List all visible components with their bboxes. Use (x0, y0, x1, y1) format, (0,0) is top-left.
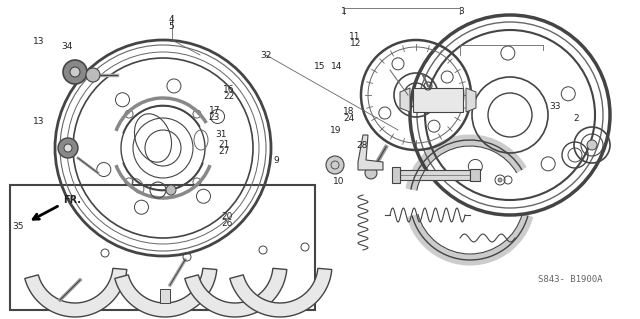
Polygon shape (115, 268, 217, 317)
Text: 24: 24 (343, 114, 355, 123)
Bar (10, 185, 315, 310)
Text: 10: 10 (333, 177, 345, 186)
Text: 9: 9 (274, 156, 279, 165)
Polygon shape (400, 88, 410, 112)
Text: 31: 31 (215, 130, 227, 139)
Text: S843- B1900A: S843- B1900A (538, 276, 602, 285)
Text: 19: 19 (330, 126, 342, 135)
Circle shape (365, 167, 377, 179)
Polygon shape (230, 268, 332, 317)
Text: 5: 5 (169, 22, 174, 31)
Text: 11: 11 (349, 32, 361, 41)
Bar (470, 169, 480, 181)
Text: 23: 23 (209, 113, 220, 122)
Text: 3: 3 (458, 7, 463, 16)
Text: 26: 26 (221, 219, 233, 228)
Bar (160, 289, 170, 303)
Bar (392, 167, 400, 183)
Polygon shape (358, 135, 383, 170)
Text: 32: 32 (260, 51, 271, 60)
Text: 33: 33 (550, 102, 561, 111)
Polygon shape (25, 268, 127, 317)
Text: 34: 34 (61, 42, 73, 51)
Text: FR.: FR. (63, 195, 81, 205)
Text: 21: 21 (218, 140, 230, 149)
Text: 35: 35 (12, 222, 24, 231)
Text: 2: 2 (573, 114, 579, 123)
Circle shape (58, 138, 78, 158)
Circle shape (70, 67, 80, 77)
Circle shape (63, 60, 87, 84)
Bar (413, 88, 463, 112)
Text: 27: 27 (218, 147, 230, 156)
Text: 4: 4 (169, 15, 174, 24)
Circle shape (498, 178, 502, 182)
Bar (400, 170, 470, 180)
Text: 28: 28 (356, 141, 367, 150)
Text: 17: 17 (209, 106, 220, 115)
Text: 13: 13 (33, 37, 44, 46)
Text: 13: 13 (33, 117, 44, 126)
Text: 16: 16 (223, 85, 235, 94)
Circle shape (166, 185, 176, 195)
Text: 18: 18 (343, 107, 355, 116)
Text: 20: 20 (221, 212, 233, 221)
Polygon shape (466, 88, 476, 112)
Circle shape (64, 144, 72, 152)
Text: 22: 22 (223, 92, 235, 101)
Polygon shape (185, 268, 287, 317)
Circle shape (86, 68, 100, 82)
Circle shape (326, 156, 344, 174)
Text: 15: 15 (314, 63, 326, 71)
Text: 14: 14 (331, 63, 342, 71)
Circle shape (587, 140, 597, 150)
Text: 1: 1 (342, 7, 347, 16)
Text: 12: 12 (349, 39, 361, 48)
